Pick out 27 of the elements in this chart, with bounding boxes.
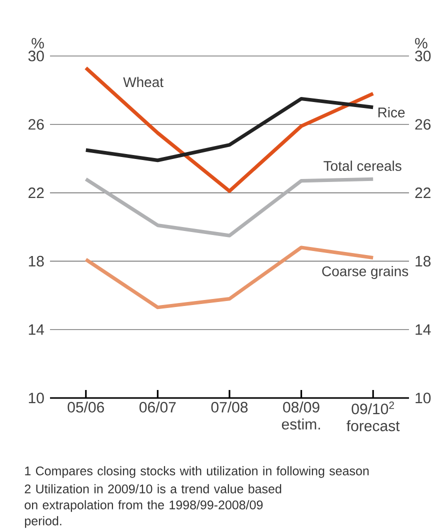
series-label: Wheat	[123, 76, 164, 88]
y2-axis-title: %	[415, 38, 428, 48]
y-tick-label: 22	[28, 188, 44, 198]
y2-tick-label: 22	[415, 188, 430, 198]
y-tick-label: 30	[28, 50, 44, 62]
x-tick-label: 06/07	[140, 402, 176, 413]
y-axis-title: %	[32, 38, 44, 48]
series-label: Coarse grains	[322, 266, 408, 280]
y-tick-label: 18	[28, 256, 44, 266]
y-tick-label: 26	[28, 119, 44, 130]
y2-tick-label: 26	[415, 119, 431, 130]
series-label: Total cereals	[324, 160, 402, 171]
series-label: Rice	[378, 107, 405, 118]
line-series	[84, 96, 375, 162]
y2-tick-label: 14	[416, 324, 431, 335]
y-tick-label: 14	[28, 324, 44, 335]
x-tick-label: 08/09 estim.	[282, 402, 320, 430]
x-tick-label: 07/08	[211, 402, 248, 413]
y-tick-label: 10	[28, 392, 44, 404]
text: 2 Utilization in 2009/10 is a trend value based on extrapolation from the 1998/99-2008/09 period.	[24, 484, 282, 528]
y2-tick-label: 30	[415, 50, 431, 62]
y2-tick-label: 18	[416, 256, 431, 266]
line-series	[84, 177, 375, 238]
y2-tick-label: 10	[416, 392, 431, 404]
text: 1 Compares closing stocks with utilization in following season	[25, 466, 369, 478]
x-tick-label: 05/06	[68, 402, 104, 413]
x-tick-label: 09/10$^{2}$ forecast	[346, 402, 400, 432]
